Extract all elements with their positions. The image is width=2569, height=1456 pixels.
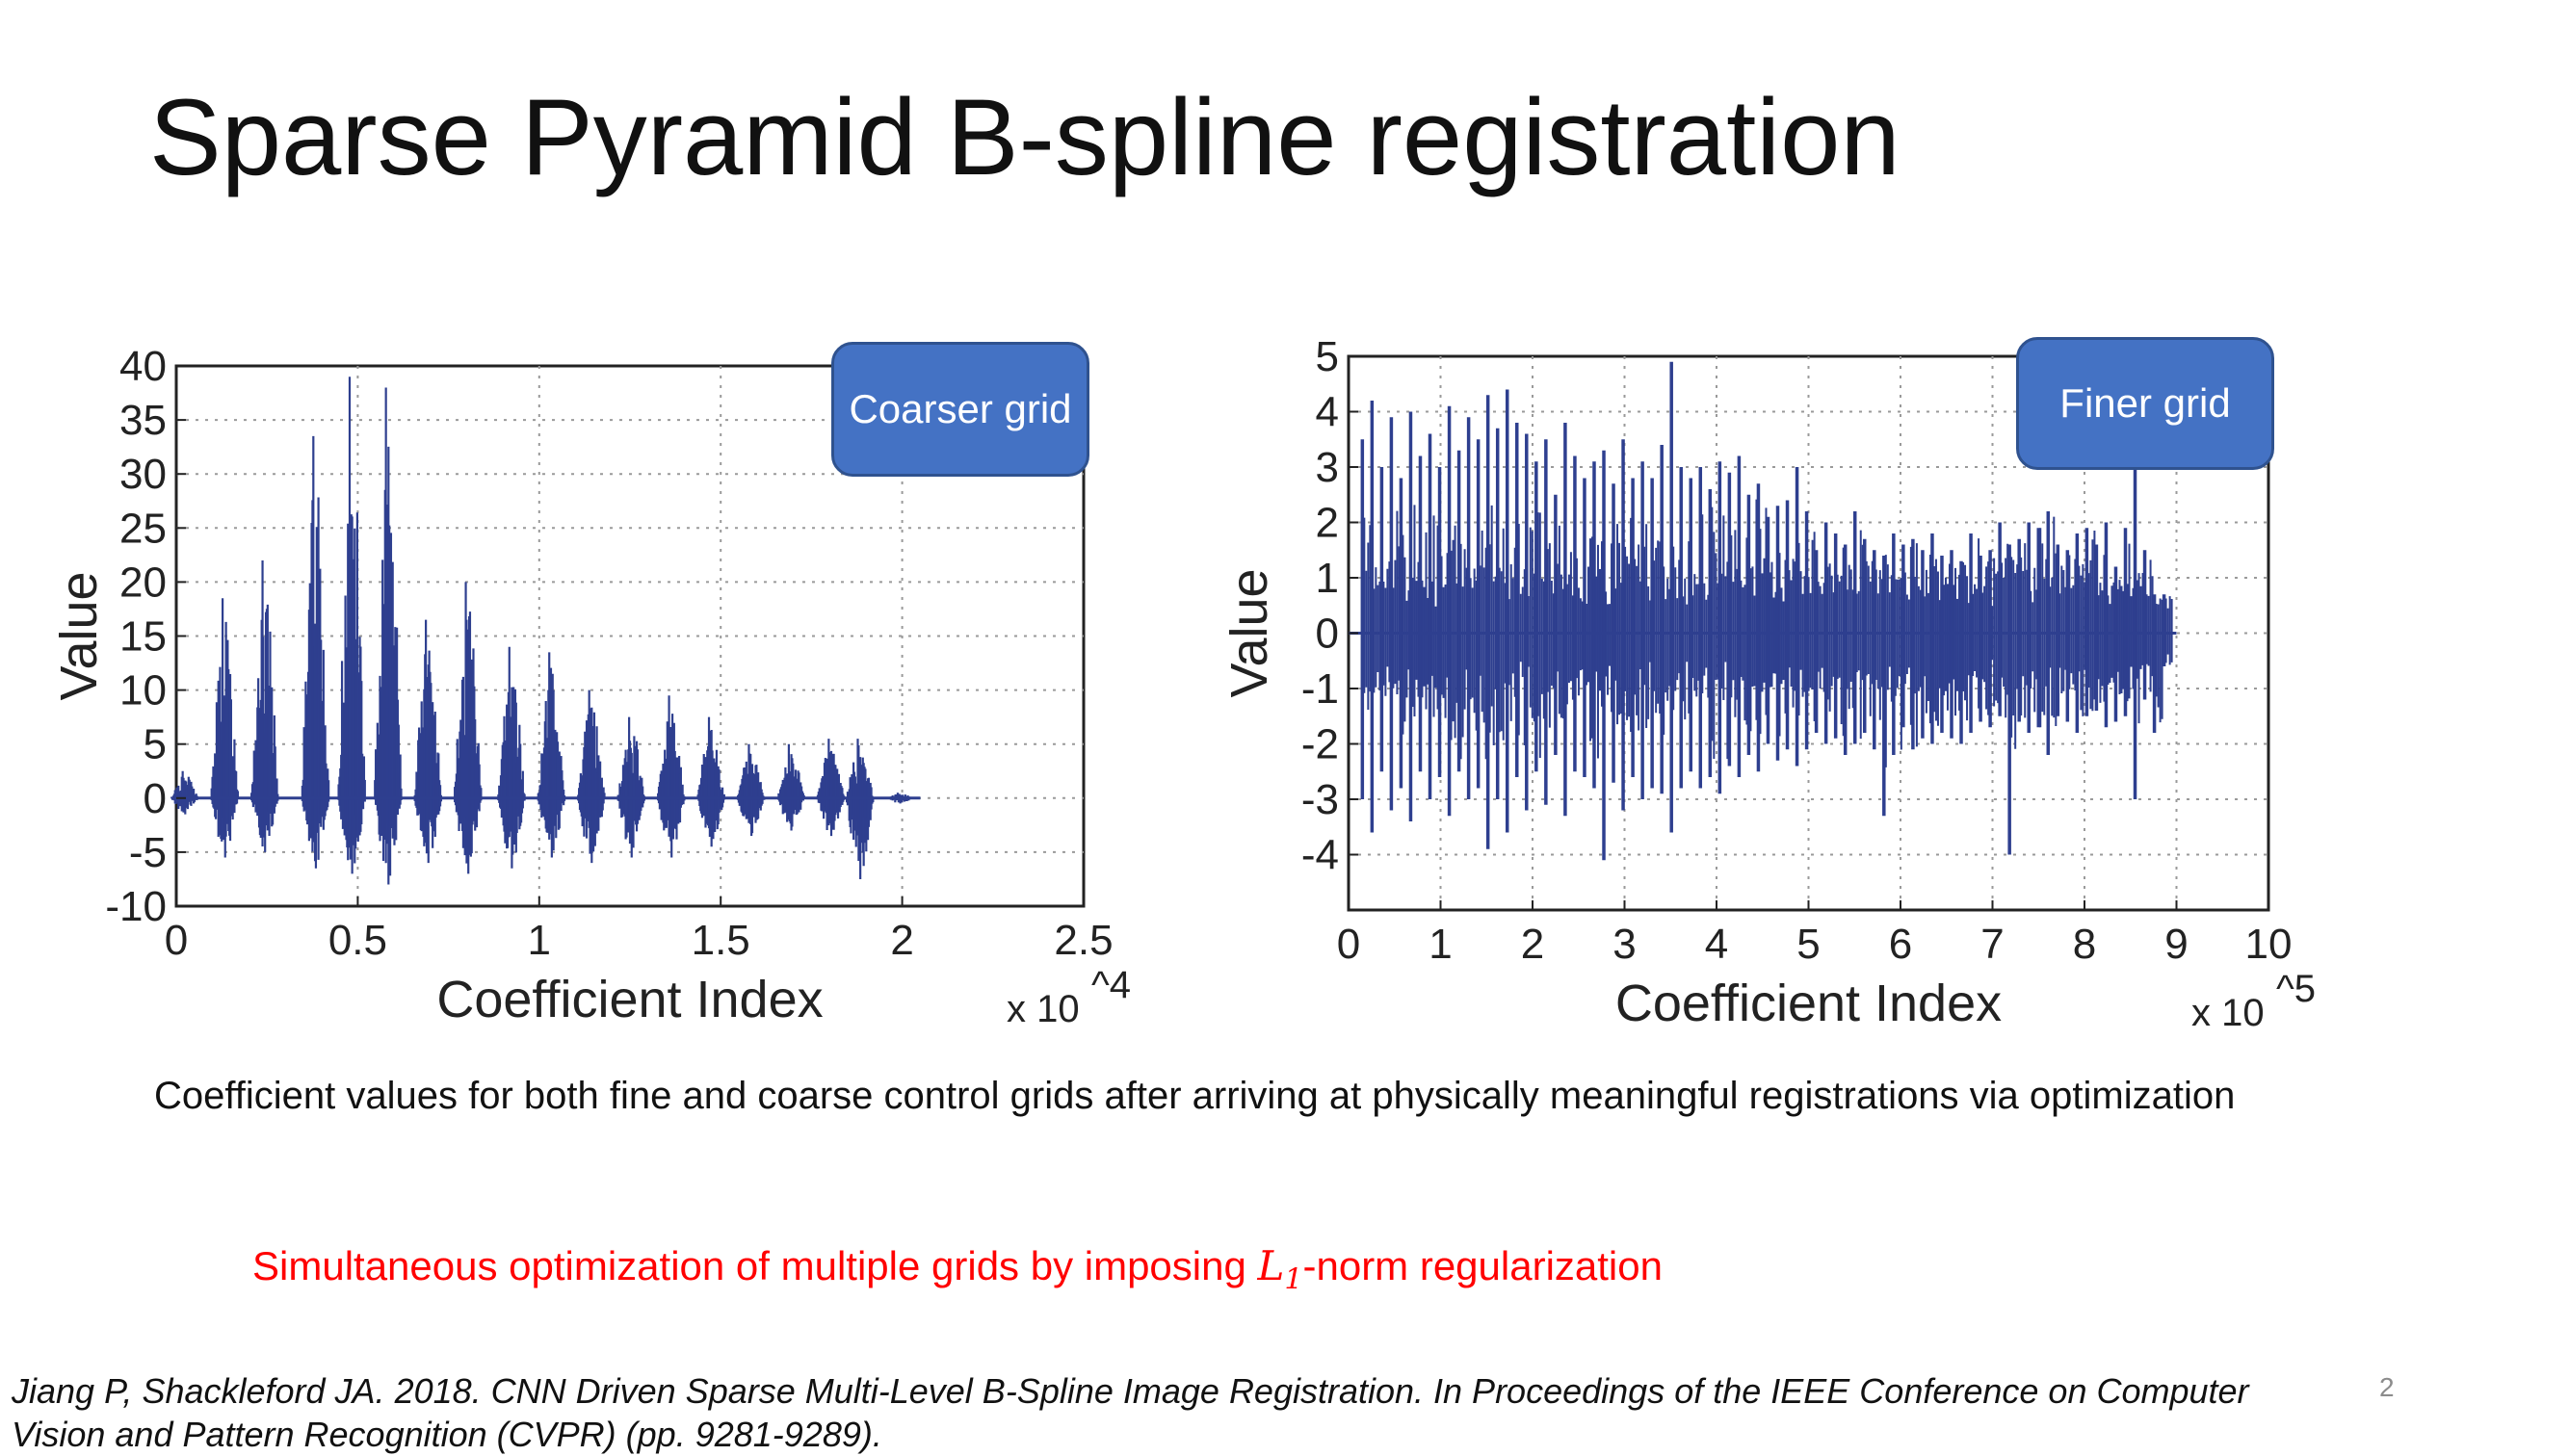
x-tick-label: 1 [1429, 921, 1452, 968]
data-series [170, 377, 921, 885]
y-tick-label: 3 [1316, 444, 1339, 491]
y-tick-label: 5 [144, 721, 167, 768]
x-exponent-label: x 10 [1007, 988, 1080, 1030]
x-tick-label: 0 [165, 917, 188, 964]
x-tick-label: 7 [1980, 921, 2004, 968]
x-tick-label: 8 [2073, 921, 2096, 968]
x-tick-label: 3 [1612, 921, 1636, 968]
highlight-statement: Simultaneous optimization of multiple gr… [252, 1242, 1663, 1296]
y-tick-label: -10 [105, 883, 167, 930]
y-tick-label: 1 [1316, 555, 1339, 602]
y-tick-label: -3 [1301, 776, 1339, 823]
x-tick-label: 4 [1705, 921, 1728, 968]
y-tick-label: 25 [119, 505, 167, 552]
x-tick-label: 1 [528, 917, 551, 964]
y-tick-label: 40 [119, 343, 167, 390]
y-tick-label: -2 [1301, 721, 1339, 768]
l1-symbol: L1 [1257, 1242, 1303, 1296]
y-tick-label: 35 [119, 397, 167, 444]
y-tick-label: 4 [1316, 389, 1339, 436]
citation: Jiang P, Shackleford JA. 2018. CNN Drive… [12, 1371, 2249, 1454]
x-exponent-label: x 10 [2191, 992, 2265, 1034]
highlight-suffix: -norm regularization [1302, 1243, 1663, 1288]
x-tick-label: 1.5 [692, 917, 750, 964]
figure-caption: Coefficient values for both fine and coa… [154, 1075, 2236, 1117]
x-axis-label: Coefficient Index [1615, 975, 2002, 1032]
y-tick-label: 15 [119, 613, 167, 661]
x-tick-label: 5 [1796, 921, 1820, 968]
y-tick-label: 2 [1316, 500, 1339, 547]
x-tick-label: 10 [2245, 921, 2293, 968]
x-tick-label: 0.5 [328, 917, 387, 964]
x-tick-label: 2 [1521, 921, 1544, 968]
page-number: 2 [2379, 1372, 2395, 1402]
data-series [1349, 361, 2177, 861]
x-tick-label: 0 [1337, 921, 1360, 968]
x-tick-label: 2 [890, 917, 913, 964]
x-exponent-power: ^5 [2276, 968, 2316, 1010]
y-tick-label: 10 [119, 667, 167, 715]
x-tick-label: 6 [1889, 921, 1912, 968]
y-tick-label: 20 [119, 559, 167, 606]
coarser-grid-callout: Coarser grid [831, 342, 1089, 477]
y-tick-label: 0 [1316, 611, 1339, 658]
y-axis-label: Value [1220, 568, 1278, 697]
coarse-grid-chart: 0 0.5 1 1.5 2 2.5 40 35 30 25 20 15 10 5 0 -5 -10 Coeffic… [50, 342, 1137, 1030]
l1-base: L [1257, 1242, 1285, 1289]
y-tick-label: -1 [1301, 665, 1339, 713]
finer-grid-callout: Finer grid [2016, 337, 2274, 470]
slide-title: Sparse Pyramid B-spline registration [149, 77, 1901, 197]
fine-grid-chart: 0 1 2 3 4 5 6 7 8 9 10 5 4 3 2 1 0 -1 -2 -3 -4 Coefficient In… [1220, 333, 2326, 1034]
y-tick-label: -4 [1301, 832, 1339, 879]
highlight-prefix: Simultaneous optimization of multiple gr… [252, 1243, 1258, 1288]
y-tick-label: 5 [1316, 333, 1339, 380]
x-tick-label: 2.5 [1054, 917, 1113, 964]
y-axis-label: Value [50, 571, 108, 700]
x-exponent-power: ^4 [1091, 964, 1131, 1006]
y-tick-label: -5 [129, 829, 167, 876]
x-tick-label: 9 [2164, 921, 2188, 968]
x-axis-label: Coefficient Index [436, 971, 823, 1028]
y-tick-label: 30 [119, 451, 167, 498]
l1-subscript: 1 [1284, 1262, 1303, 1297]
y-tick-label: 0 [144, 775, 167, 822]
